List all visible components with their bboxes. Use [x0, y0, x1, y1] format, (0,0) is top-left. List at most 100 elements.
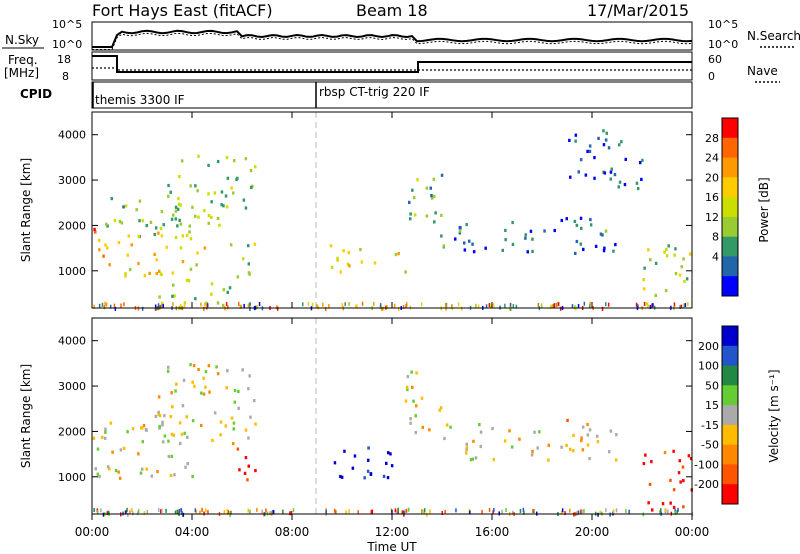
data-cell: [599, 232, 603, 236]
data-cell: [492, 510, 494, 515]
data-cell: [581, 425, 585, 429]
data-cell: [387, 451, 390, 455]
data-cell: [253, 399, 256, 403]
data-cell: [645, 302, 649, 306]
data-cell: [397, 507, 399, 512]
data-cell: [593, 176, 596, 180]
data-cell: [247, 387, 250, 391]
data-cell: [572, 449, 575, 453]
data-cell: [340, 475, 344, 479]
data-cell: [667, 244, 670, 248]
data-cell: [665, 254, 669, 258]
data-cell: [683, 280, 686, 284]
data-cell: [276, 306, 279, 311]
colorbar-segment: [722, 216, 738, 238]
data-cell: [615, 508, 618, 513]
data-cell: [246, 478, 249, 482]
data-cell: [247, 244, 250, 248]
data-cell: [511, 510, 514, 515]
data-cell: [672, 449, 675, 453]
data-cell: [440, 213, 443, 217]
data-cell: [572, 433, 575, 437]
data-cell: [203, 306, 205, 311]
data-cell: [586, 443, 590, 447]
data-cell: [222, 288, 226, 292]
velocity-colorbar: 200 100 50 15 -15 -50 -100 -200: [694, 325, 739, 505]
data-cell: [160, 301, 164, 306]
data-cell: [104, 301, 106, 306]
data-cell: [659, 510, 661, 515]
colorbar-tick-label: 100: [698, 360, 719, 373]
data-cell: [181, 404, 185, 408]
data-cell: [485, 304, 488, 309]
data-cell: [170, 217, 174, 221]
beam-title: Beam 18: [356, 1, 428, 20]
data-cell: [224, 194, 228, 198]
data-cell: [228, 286, 232, 290]
data-cell: [400, 510, 403, 515]
data-cell: [603, 171, 607, 175]
data-cell: [161, 420, 164, 424]
data-cell: [346, 262, 350, 266]
data-cell: [154, 414, 158, 418]
data-cell: [126, 253, 129, 257]
data-cell: [409, 212, 412, 216]
data-cell: [681, 465, 685, 469]
data-cell: [579, 216, 583, 220]
data-cell: [669, 501, 672, 505]
data-cell: [415, 371, 418, 375]
data-cell: [455, 508, 457, 513]
data-cell: [404, 270, 407, 274]
x-tick-label: 16:00: [475, 525, 510, 539]
data-cell: [553, 228, 556, 233]
data-cell: [148, 271, 151, 275]
y-tick-label: 4000: [58, 129, 86, 142]
data-cell: [481, 509, 483, 514]
data-cell: [179, 246, 183, 250]
data-cell: [237, 389, 240, 393]
data-cell: [468, 239, 471, 243]
data-cell: [153, 232, 156, 237]
data-cell: [210, 215, 213, 219]
data-cell: [113, 303, 116, 308]
data-cell: [617, 185, 620, 189]
data-cell: [678, 273, 682, 277]
data-cell: [523, 510, 525, 515]
data-cell: [161, 508, 163, 513]
data-cell: [577, 170, 580, 174]
data-cell: [397, 252, 400, 256]
colorbar-segment: [722, 444, 738, 465]
freq-frame: [91, 51, 693, 81]
data-cell: [249, 169, 253, 173]
data-cell: [373, 261, 377, 265]
data-cell: [543, 229, 546, 233]
data-cell: [472, 250, 476, 254]
data-cell: [153, 252, 156, 256]
data-cell: [187, 279, 191, 283]
data-cell: [458, 231, 462, 235]
data-cell: [404, 509, 407, 514]
data-cell: [191, 380, 194, 384]
data-cell: [674, 511, 676, 516]
data-cell: [171, 405, 174, 409]
data-cell: [104, 427, 107, 431]
data-cell: [366, 469, 370, 473]
data-cell: [412, 399, 415, 403]
data-cell: [155, 306, 157, 311]
data-cell: [603, 246, 606, 250]
data-cell: [174, 205, 178, 209]
data-cell: [169, 190, 172, 194]
data-cell: [676, 510, 678, 515]
data-cell: [344, 302, 346, 307]
data-cell: [169, 415, 173, 419]
data-cell: [529, 229, 533, 233]
data-cell: [642, 278, 645, 282]
data-cell: [386, 476, 390, 480]
data-cell: [442, 244, 446, 248]
data-cell: [425, 186, 429, 190]
data-cell: [204, 370, 208, 374]
data-cell: [248, 272, 251, 276]
data-cell: [195, 509, 198, 514]
data-cell: [135, 208, 138, 212]
data-cell: [677, 471, 681, 475]
